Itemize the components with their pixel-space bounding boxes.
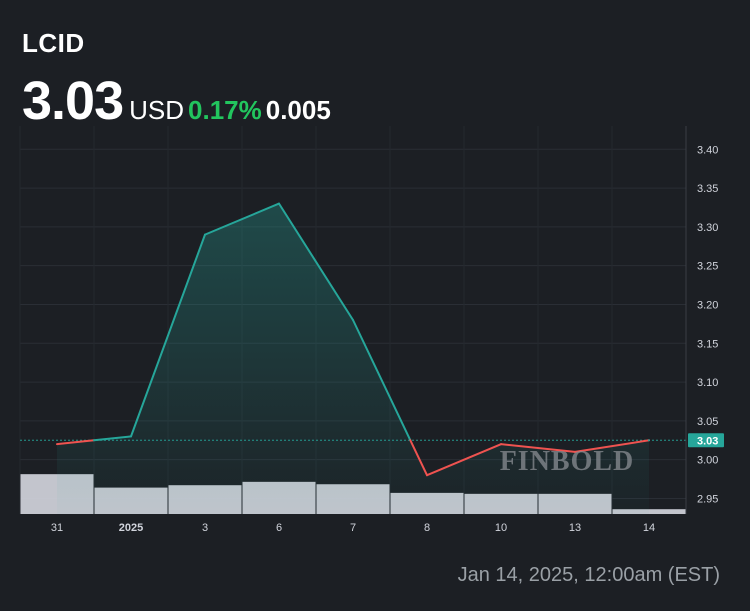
price-line-segment bbox=[574, 439, 650, 453]
x-tick-label: 3 bbox=[202, 522, 208, 534]
price-area-fill bbox=[57, 203, 649, 514]
ticker-symbol: LCID bbox=[22, 28, 85, 58]
x-tick-label: 2025 bbox=[119, 522, 143, 534]
watermark-logo: FINBOLD bbox=[500, 446, 635, 477]
y-tick-label: 3.25 bbox=[697, 261, 718, 273]
price-change-absolute: 0.005 bbox=[265, 95, 331, 125]
x-tick-label: 31 bbox=[51, 522, 63, 534]
y-tick-label: 2.95 bbox=[697, 493, 718, 505]
current-price: 3.03 bbox=[22, 71, 124, 131]
last-price-tag bbox=[688, 433, 724, 448]
price-change-percent: 0.17% bbox=[188, 95, 262, 125]
price-line-segment bbox=[204, 202, 280, 236]
y-tick-label: 3.10 bbox=[697, 377, 718, 389]
price-line-segment bbox=[426, 443, 502, 477]
x-tick-label: 13 bbox=[569, 522, 581, 534]
price-line-segment bbox=[130, 233, 206, 438]
price-line-segment bbox=[93, 435, 132, 442]
price-line-segment bbox=[500, 443, 576, 453]
x-tick-label: 8 bbox=[424, 522, 430, 534]
y-tick-label: 3.35 bbox=[697, 183, 718, 195]
currency-label: USD bbox=[129, 95, 185, 125]
x-tick-label: 10 bbox=[495, 522, 507, 534]
timestamp: Jan 14, 2025, 12:00am (EST) bbox=[457, 564, 720, 586]
x-tick-label: 14 bbox=[643, 522, 655, 534]
last-price-label: 3.03 bbox=[697, 435, 718, 447]
x-tick-label: 7 bbox=[350, 522, 356, 534]
price-line-segment bbox=[352, 319, 412, 442]
price-line-segment bbox=[409, 439, 428, 477]
y-tick-label: 3.20 bbox=[697, 299, 718, 311]
x-tick-label: 6 bbox=[276, 522, 282, 534]
y-tick-label: 3.30 bbox=[697, 222, 718, 234]
price-line-segment bbox=[56, 439, 95, 446]
price-row: 3.03 USD 0.17% 0.005 bbox=[22, 70, 331, 132]
y-tick-label: 3.05 bbox=[697, 416, 718, 428]
y-tick-label: 3.15 bbox=[697, 338, 718, 350]
price-line-segment bbox=[278, 202, 354, 321]
y-tick-label: 3.40 bbox=[697, 144, 718, 156]
y-tick-label: 3.00 bbox=[697, 455, 718, 467]
